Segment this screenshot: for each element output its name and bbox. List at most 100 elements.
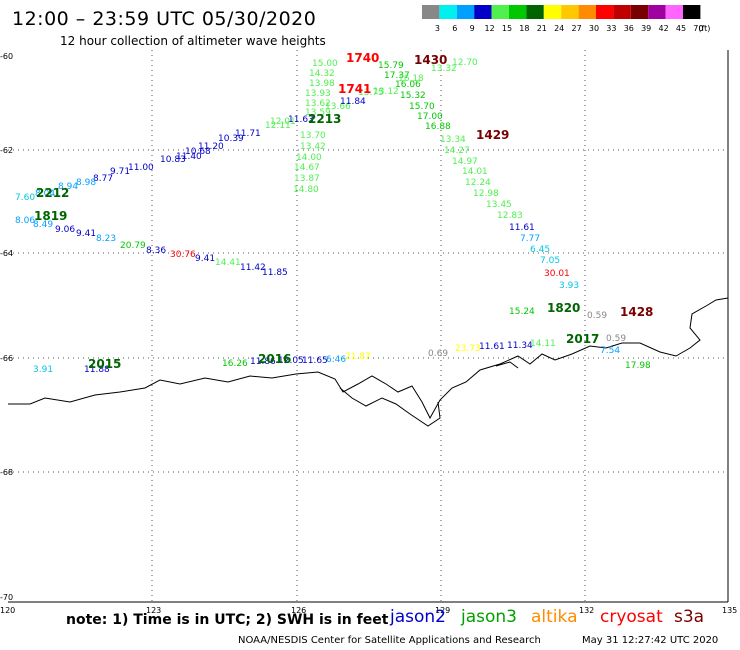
wave-height-value: 16.06 (395, 80, 421, 90)
wave-height-value: 30.01 (544, 269, 570, 279)
latitude-label: -64 (0, 249, 13, 258)
wave-height-value: 12.83 (497, 211, 523, 221)
wave-height-value: 15.32 (400, 91, 426, 101)
color-swatch (630, 5, 649, 19)
wave-height-value: 12.11 (265, 121, 291, 131)
color-scale-label: 39 (641, 24, 651, 33)
wave-height-value: 15.00 (312, 59, 338, 69)
pass-time-label: 2017 (566, 332, 599, 346)
wave-height-value: 0.59 (606, 334, 626, 344)
wave-height-value: 14.27 (444, 146, 470, 156)
color-swatch (683, 5, 701, 19)
legend-s3a: s3a (674, 607, 705, 627)
wave-height-value: 11.34 (507, 341, 533, 351)
wave-height-value: 7.54 (600, 346, 620, 356)
wave-height-value: 13.42 (300, 142, 326, 152)
pass-time-label: 1428 (620, 305, 653, 319)
wave-height-value: 14.11 (530, 339, 556, 349)
wave-height-value: 13.93 (305, 89, 331, 99)
coastline-inlet (495, 361, 519, 369)
wave-height-value: 20.79 (120, 241, 146, 251)
latitude-label: -70 (0, 593, 13, 602)
wave-height-value: 11.20 (198, 142, 224, 152)
color-swatch (456, 5, 475, 19)
color-swatch (526, 5, 544, 19)
color-scale-label: 33 (606, 24, 616, 33)
wave-height-value: 12.01 (270, 117, 296, 127)
wave-height-value: 21.87 (345, 352, 371, 362)
pass-time-label: 2213 (308, 112, 341, 126)
map-grid (8, 50, 728, 602)
wave-height-value: 3.91 (33, 365, 53, 375)
wave-height-value: 8.77 (93, 174, 113, 184)
wave-height-value: 13.87 (294, 174, 320, 184)
color-swatch (648, 5, 666, 19)
wave-height-value: 14.97 (452, 157, 478, 167)
wave-height-value: 6.45 (530, 245, 550, 255)
color-swatch (491, 5, 509, 19)
pass-time-label: 1819 (34, 209, 67, 223)
wave-height-value: 15.70 (409, 102, 435, 112)
color-scale-label: 18 (519, 24, 529, 33)
page-subtitle: 12 hour collection of altimeter wave hei… (60, 34, 326, 48)
latitude-label: -60 (0, 52, 13, 61)
wave-height-value: 0.69 (428, 349, 448, 359)
color-scale-unit: (ft) (698, 24, 710, 33)
wave-height-value: 8.04 (35, 189, 55, 199)
wave-height-value: 16.26 (222, 359, 248, 369)
wave-height-value: 7.60 (15, 193, 35, 203)
wave-height-value: 11.42 (240, 263, 266, 273)
wave-height-value: 13.66 (325, 102, 351, 112)
color-swatch (422, 5, 440, 19)
wave-height-value: 11.84 (340, 97, 366, 107)
wave-height-value: 17.37 (384, 71, 410, 81)
wave-height-value: 14.01 (462, 167, 488, 177)
color-scale-label: 3 (435, 24, 440, 33)
color-scale-label: 21 (537, 24, 547, 33)
wave-height-value: 14.67 (294, 163, 320, 173)
wave-height-value: 17.98 (625, 361, 651, 371)
legend-cryosat: cryosat (600, 607, 663, 627)
pass-time-label: 1740 (346, 51, 379, 65)
color-scale-label: 27 (572, 24, 582, 33)
longitude-label: 123 (146, 606, 161, 615)
wave-height-value: 11.85 (262, 268, 288, 278)
coastline-bay (339, 387, 441, 427)
wave-height-value: 13.12 (373, 87, 399, 97)
wave-height-value: 14.00 (296, 153, 322, 163)
legend-note: note: 1) Time is in UTC; 2) SWH is in fe… (66, 612, 389, 628)
color-scale-label: 70 (693, 24, 703, 33)
pass-time-label: 1429 (476, 128, 509, 142)
legend-jason3: jason3 (461, 607, 517, 627)
color-swatch (665, 5, 683, 19)
color-scale-bar: 3 6 9 12 15 18 21 24 27 30 33 36 39 42 45 70(ft) (422, 5, 710, 33)
color-swatch (596, 5, 614, 19)
wave-height-value: 13.34 (440, 135, 466, 145)
wave-height-value: 12.24 (465, 178, 491, 188)
color-scale-label: 30 (589, 24, 599, 33)
color-scale-label: 6 (452, 24, 457, 33)
wave-height-value: 30.76 (170, 250, 196, 260)
color-swatch (474, 5, 492, 19)
wave-height-value: 14.80 (293, 185, 319, 195)
wave-height-value: 8.98 (76, 178, 96, 188)
wave-height-value: 12.98 (473, 189, 499, 199)
longitude-label: 132 (579, 606, 594, 615)
map-axes (8, 50, 729, 603)
wave-height-value: 11.88 (84, 365, 110, 375)
latitude-label: -68 (0, 468, 13, 477)
wave-height-value: 14.32 (309, 69, 335, 79)
longitude-label: 129 (435, 606, 450, 615)
longitude-label: 120 (0, 606, 15, 615)
wave-height-value: 8.23 (96, 234, 116, 244)
wave-height-value: 9.06 (55, 225, 75, 235)
coastline-main (8, 297, 729, 420)
wave-height-value: 7.77 (520, 234, 540, 244)
pass-time-label: 2212 (36, 186, 69, 200)
wave-height-value: 10.68 (185, 147, 211, 157)
legend-jason2: jason2 (390, 607, 446, 627)
color-swatch (543, 5, 562, 19)
wave-height-value: 10.39 (218, 134, 244, 144)
